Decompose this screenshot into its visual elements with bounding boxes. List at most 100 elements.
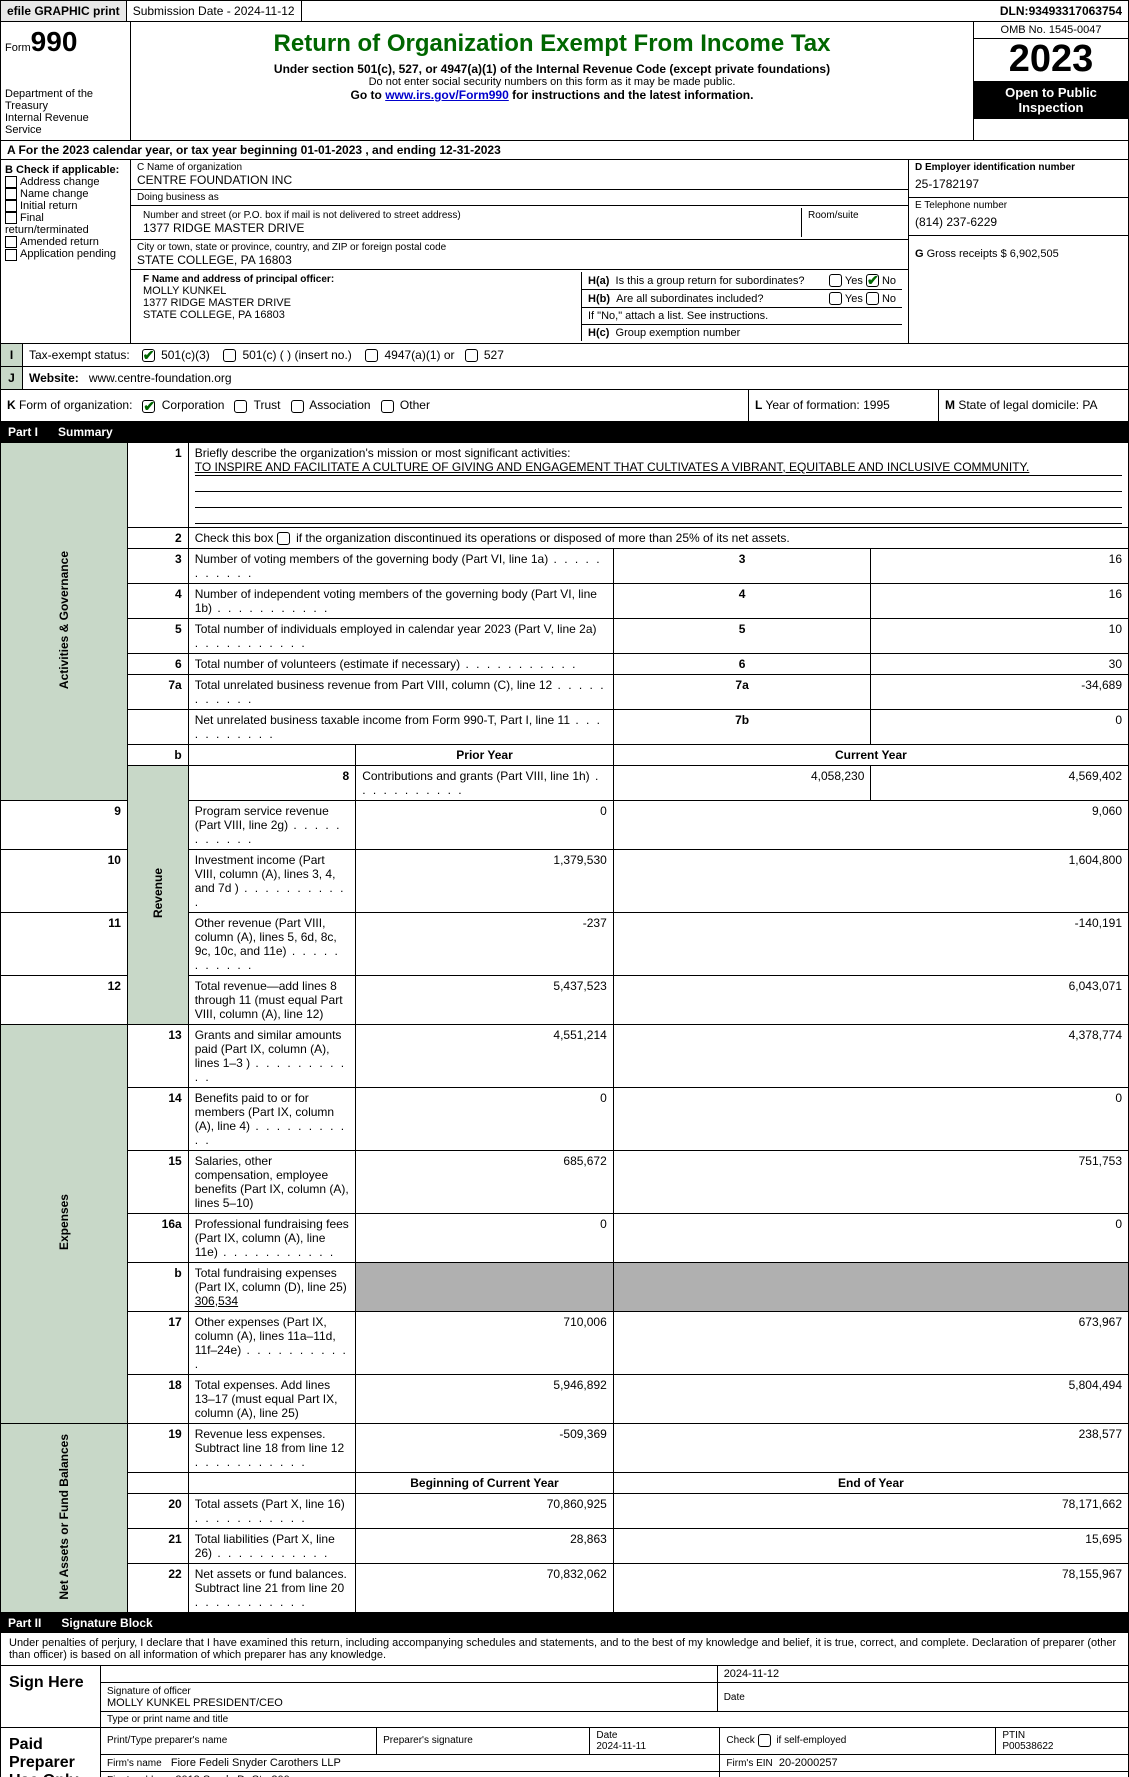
website-row: J Website: www.centre-foundation.org [0, 367, 1129, 390]
c8: 4,569,402 [871, 765, 1129, 800]
dept-treasury: Department of the Treasury Internal Reve… [5, 88, 126, 136]
p21: 28,863 [356, 1528, 614, 1563]
val-5: 10 [871, 618, 1129, 653]
sign-here-label: Sign Here [1, 1666, 101, 1727]
hb-no[interactable] [866, 292, 879, 305]
check-app-pending[interactable] [5, 249, 17, 261]
c9: 9,060 [613, 800, 1128, 849]
box-d-e-g: D Employer identification number 25-1782… [908, 160, 1128, 343]
check-address-change[interactable] [5, 176, 17, 188]
hb-yes[interactable] [829, 292, 842, 305]
part2-header: Part IISignature Block [0, 1613, 1129, 1633]
check-trust[interactable] [234, 400, 247, 413]
val-4: 16 [871, 583, 1129, 618]
open-inspection: Open to Public Inspection [974, 81, 1128, 119]
subtitle-2: Do not enter social security numbers on … [139, 76, 965, 88]
website-url: www.centre-foundation.org [89, 371, 232, 385]
subtitle-1: Under section 501(c), 527, or 4947(a)(1)… [139, 62, 965, 76]
c12: 6,043,071 [613, 975, 1128, 1024]
check-final-return[interactable] [5, 212, 17, 224]
summary-table: Activities & Governance 1 Briefly descri… [0, 442, 1129, 1613]
mission-text: TO INSPIRE AND FACILITATE A CULTURE OF G… [195, 460, 1030, 474]
val-6: 30 [871, 653, 1129, 674]
p19: -509,369 [356, 1423, 614, 1472]
c17: 673,967 [613, 1311, 1128, 1374]
omb-number: OMB No. 1545-0047 [974, 22, 1128, 39]
check-assoc[interactable] [291, 400, 304, 413]
p12: 5,437,523 [356, 975, 614, 1024]
fundraising-exp: 306,534 [195, 1294, 238, 1308]
signature-block: Under penalties of perjury, I declare th… [0, 1633, 1129, 1777]
firm-ein: 20-2000257 [779, 1757, 838, 1769]
p9: 0 [356, 800, 614, 849]
p17: 710,006 [356, 1311, 614, 1374]
c10: 1,604,800 [613, 849, 1128, 912]
tax-year: 2023 [974, 39, 1128, 81]
p10: 1,379,530 [356, 849, 614, 912]
org-name: CENTRE FOUNDATION INC [137, 173, 902, 187]
irs-link[interactable]: www.irs.gov/Form990 [385, 88, 509, 102]
ha-no[interactable] [866, 274, 879, 287]
perjury-declaration: Under penalties of perjury, I declare th… [1, 1633, 1128, 1666]
row-a-tax-year: A For the 2023 calendar year, or tax yea… [0, 141, 1129, 160]
check-other[interactable] [381, 400, 394, 413]
officer-sig-name: MOLLY KUNKEL PRESIDENT/CEO [107, 1697, 283, 1709]
c18: 5,804,494 [613, 1374, 1128, 1423]
check-501c3[interactable] [142, 349, 155, 362]
c19: 238,577 [613, 1423, 1128, 1472]
ein: 25-1782197 [915, 173, 1122, 195]
p16a: 0 [356, 1213, 614, 1262]
firm-addr1: 2013 Sandy Dr Ste 200 [175, 1774, 289, 1777]
sig-date: 2024-11-12 [717, 1666, 1128, 1683]
check-name-change[interactable] [5, 188, 17, 200]
p13: 4,551,214 [356, 1024, 614, 1087]
p11: -237 [356, 912, 614, 975]
form-title: Return of Organization Exempt From Incom… [139, 30, 965, 58]
check-amended[interactable] [5, 236, 17, 248]
officer-addr2: STATE COLLEGE, PA 16803 [143, 309, 575, 321]
c21: 15,695 [613, 1528, 1128, 1563]
check-self-emp[interactable] [758, 1734, 771, 1747]
c20: 78,171,662 [613, 1493, 1128, 1528]
check-discontinued[interactable] [277, 532, 290, 545]
c16a: 0 [613, 1213, 1128, 1262]
efile-print-button[interactable]: efile GRAPHIC print [1, 1, 127, 21]
firm-name: Fiore Fedeli Snyder Carothers LLP [171, 1757, 341, 1769]
street-address: 1377 RIDGE MASTER DRIVE [143, 221, 795, 235]
side-revenue: Revenue [151, 868, 165, 918]
state-domicile: PA [1082, 398, 1097, 412]
c13: 4,378,774 [613, 1024, 1128, 1087]
paid-preparer-label: Paid Preparer Use Only [1, 1728, 101, 1777]
val-7a: -34,689 [871, 674, 1129, 709]
part1-header: Part ISummary [0, 422, 1129, 442]
c15: 751,753 [613, 1150, 1128, 1213]
phone: (814) 237-6229 [915, 211, 1122, 233]
prep-date: 2024-11-11 [596, 1741, 646, 1752]
form-number: Form990 [5, 26, 126, 58]
officer-name: MOLLY KUNKEL [143, 285, 575, 297]
c22: 78,155,967 [613, 1563, 1128, 1612]
side-expenses: Expenses [57, 1194, 71, 1250]
gross-receipts: 6,902,505 [1010, 248, 1059, 260]
check-initial-return[interactable] [5, 200, 17, 212]
val-3: 16 [871, 548, 1129, 583]
year-formation: 1995 [863, 398, 890, 412]
main-info-block: B Check if applicable: Address change Na… [0, 160, 1129, 344]
officer-addr1: 1377 RIDGE MASTER DRIVE [143, 297, 575, 309]
check-527[interactable] [465, 349, 478, 362]
ptin: P00538622 [1002, 1741, 1053, 1752]
side-activities: Activities & Governance [57, 551, 71, 689]
box-b: B Check if applicable: Address change Na… [1, 160, 131, 343]
form-header: Form990 Department of the Treasury Inter… [0, 22, 1129, 141]
p20: 70,860,925 [356, 1493, 614, 1528]
c11: -140,191 [613, 912, 1128, 975]
top-bar: efile GRAPHIC print Submission Date - 20… [0, 0, 1129, 22]
side-netassets: Net Assets or Fund Balances [57, 1434, 71, 1600]
check-4947[interactable] [365, 349, 378, 362]
check-corp[interactable] [142, 400, 155, 413]
p18: 5,946,892 [356, 1374, 614, 1423]
check-501c[interactable] [223, 349, 236, 362]
ha-yes[interactable] [829, 274, 842, 287]
tax-status-row: I Tax-exempt status: 501(c)(3) 501(c) ( … [0, 344, 1129, 367]
subtitle-3: Go to www.irs.gov/Form990 for instructio… [139, 88, 965, 102]
